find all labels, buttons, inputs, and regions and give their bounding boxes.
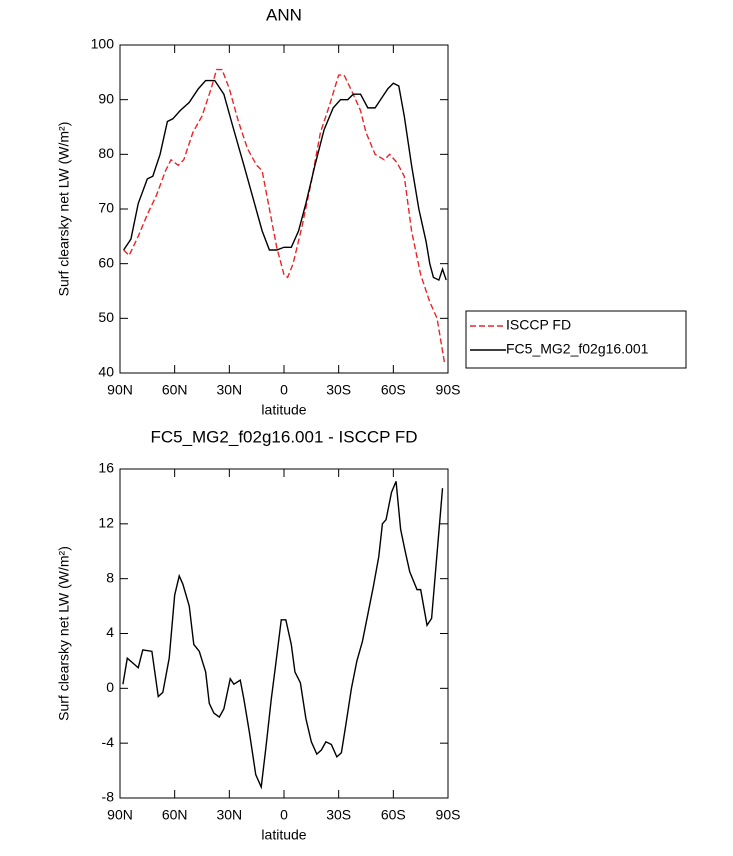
y-tick-label: 12 bbox=[98, 515, 114, 531]
y-tick-label: -4 bbox=[102, 734, 115, 750]
chart-title: FC5_MG2_f02g16.001 - ISCCP FD bbox=[150, 427, 417, 446]
x-tick-label: 30N bbox=[216, 807, 242, 823]
x-tick-label: 0 bbox=[280, 807, 288, 823]
y-tick-label: 60 bbox=[98, 254, 114, 270]
y-tick-label: 4 bbox=[106, 624, 114, 640]
y-tick-label: 0 bbox=[106, 679, 114, 695]
legend-box bbox=[465, 310, 687, 369]
y-axis-label: Surf clearsky net LW (W/m²) bbox=[56, 546, 72, 721]
y-tick-label: 70 bbox=[98, 200, 114, 216]
y-tick-label: 80 bbox=[98, 145, 114, 161]
x-tick-label: 90N bbox=[107, 382, 133, 398]
x-tick-label: 30N bbox=[216, 382, 242, 398]
y-tick-label: 90 bbox=[98, 90, 114, 106]
y-tick-label: 50 bbox=[98, 309, 114, 325]
chart-title: ANN bbox=[266, 5, 302, 24]
y-tick-label: 16 bbox=[98, 460, 114, 476]
data-line bbox=[122, 481, 444, 790]
x-tick-label: 0 bbox=[280, 382, 288, 398]
x-tick-label: 90S bbox=[436, 382, 461, 398]
data-line bbox=[123, 68, 446, 363]
x-tick-label: 90N bbox=[107, 807, 133, 823]
y-tick-label: 8 bbox=[106, 569, 114, 585]
x-axis-label: latitude bbox=[261, 402, 306, 418]
plot-frame bbox=[119, 44, 449, 374]
x-tick-label: 60N bbox=[162, 382, 188, 398]
x-tick-label: 30S bbox=[326, 382, 351, 398]
plot-frame bbox=[119, 468, 449, 799]
x-tick-label: 30S bbox=[326, 807, 351, 823]
y-tick-label: 40 bbox=[98, 364, 114, 380]
legend-label: FC5_MG2_f02g16.001 bbox=[506, 341, 649, 357]
x-tick-label: 60N bbox=[162, 807, 188, 823]
data-line bbox=[123, 79, 447, 282]
legend-label: ISCCP FD bbox=[506, 317, 571, 333]
y-axis-label: Surf clearsky net LW (W/m²) bbox=[56, 122, 72, 297]
x-tick-label: 60S bbox=[381, 382, 406, 398]
x-axis-label: latitude bbox=[261, 827, 306, 843]
x-tick-label: 90S bbox=[436, 807, 461, 823]
y-tick-label: -8 bbox=[102, 789, 115, 805]
y-tick-label: 100 bbox=[91, 36, 115, 52]
x-tick-label: 60S bbox=[381, 807, 406, 823]
